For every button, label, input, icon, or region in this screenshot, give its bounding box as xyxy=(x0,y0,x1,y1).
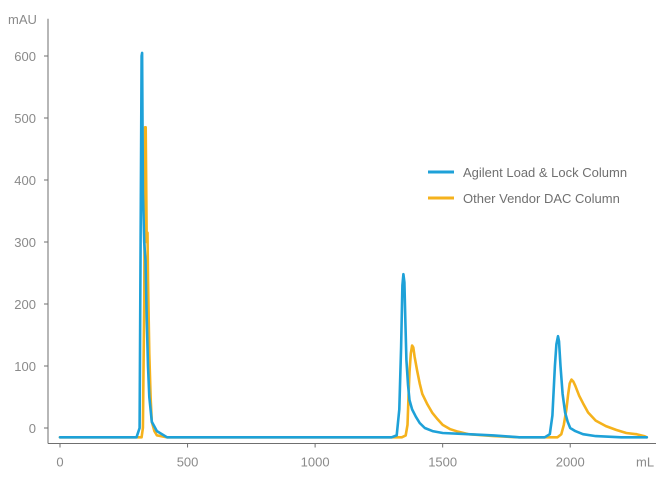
series-line-other-vendor-dac-column xyxy=(58,126,649,439)
axes: 0 100 200 300 400 500 600 0 500 1000 1500 2000 mAU… xyxy=(8,12,656,470)
x-tick-label: 500 xyxy=(177,455,199,470)
y-tick-label: 600 xyxy=(14,49,36,64)
y-tick-label: 200 xyxy=(14,297,36,312)
legend: Agilent Load & Lock Column Other Vendor D… xyxy=(428,165,627,206)
legend-label-other-vendor-dac-column: Other Vendor DAC Column xyxy=(463,191,620,206)
y-tick-label: 0 xyxy=(29,421,36,436)
x-tick-label: 1000 xyxy=(301,455,330,470)
x-tick-label: 0 xyxy=(56,455,63,470)
x-tick-label: 2000 xyxy=(556,455,585,470)
x-ticks: 0 500 1000 1500 2000 xyxy=(56,443,585,470)
y-tick-label: 400 xyxy=(14,173,36,188)
y-ticks: 0 100 200 300 400 500 600 xyxy=(14,49,48,436)
series-line-agilent-load-lock-column xyxy=(58,51,649,439)
y-axis-unit-label: mAU xyxy=(8,12,37,27)
y-tick-label: 300 xyxy=(14,235,36,250)
series-layer xyxy=(58,51,649,439)
x-axis-unit-label: mL xyxy=(636,455,654,470)
y-tick-label: 100 xyxy=(14,359,36,374)
x-tick-label: 1500 xyxy=(428,455,457,470)
y-tick-label: 500 xyxy=(14,111,36,126)
legend-label-agilent-load-lock-column: Agilent Load & Lock Column xyxy=(463,165,627,180)
